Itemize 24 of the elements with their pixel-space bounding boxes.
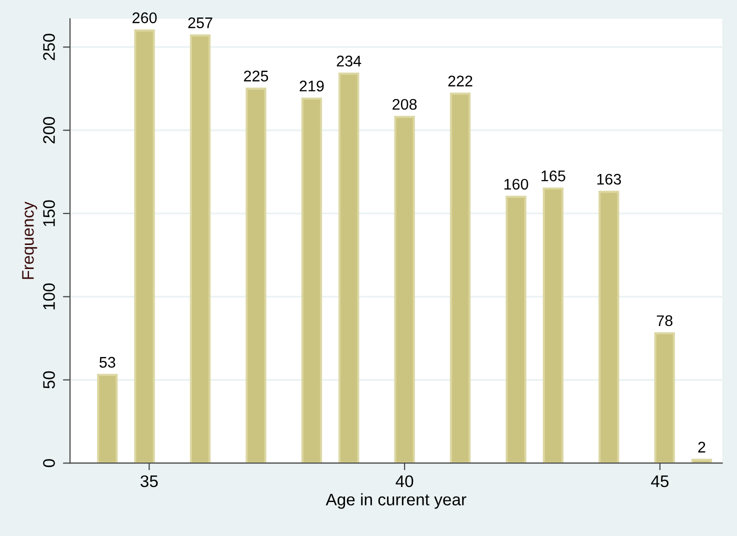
- y-tick-label: 250: [43, 34, 55, 60]
- data-label: 53: [100, 356, 116, 368]
- data-label: 222: [448, 76, 472, 86]
- data-label: 208: [392, 98, 417, 110]
- x-tick-label: 45: [651, 476, 669, 488]
- y-tick-label: 50: [43, 371, 55, 388]
- y-tick-label: 150: [43, 200, 55, 226]
- y-tick-label: 0: [43, 459, 55, 468]
- y-tick-label: 100: [43, 283, 55, 310]
- x-tick-label: 35: [140, 475, 158, 488]
- data-label: 2: [698, 442, 706, 452]
- x-tick-label: 40: [396, 475, 414, 488]
- data-label: 165: [542, 170, 566, 182]
- data-label: 163: [597, 174, 621, 185]
- x-axis-title: Age in current year: [326, 493, 466, 509]
- y-axis-title: Frequency: [22, 202, 38, 279]
- data-label: 160: [504, 178, 528, 190]
- data-label: 257: [188, 17, 212, 28]
- data-label: 260: [132, 12, 157, 24]
- data-label: 78: [656, 315, 672, 326]
- data-label: 225: [244, 70, 268, 82]
- data-label: 234: [336, 56, 362, 66]
- data-label: 219: [300, 80, 324, 92]
- y-tick-label: 200: [43, 117, 55, 144]
